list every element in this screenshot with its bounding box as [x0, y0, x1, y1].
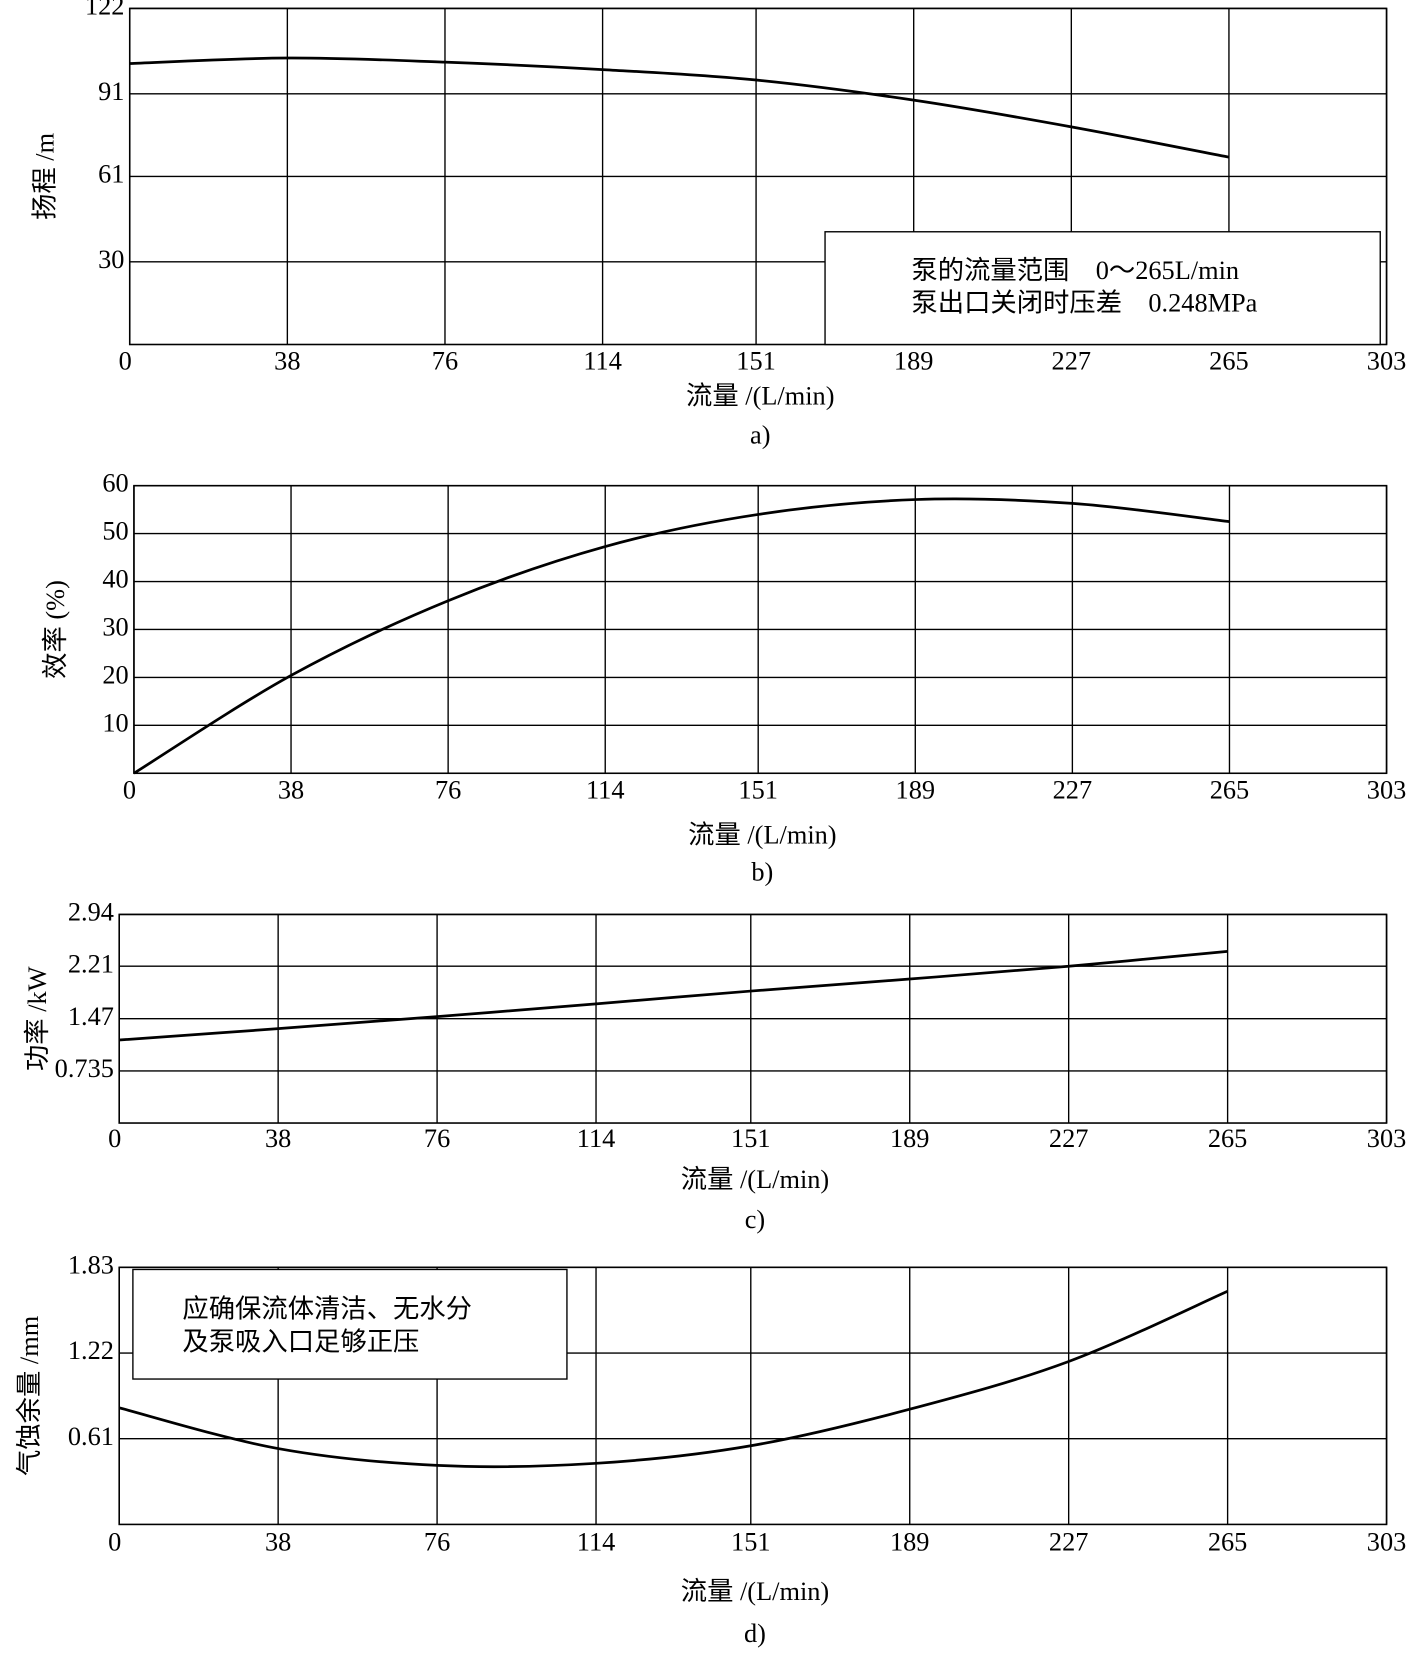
x-tick-label: 303 — [1367, 1527, 1406, 1556]
x-tick-label: 114 — [586, 775, 625, 804]
x-tick-label: 189 — [896, 775, 936, 804]
y-tick-label: 1.83 — [68, 1250, 114, 1279]
y-tick-label: 60 — [102, 469, 128, 498]
x-tick-label: 76 — [435, 775, 461, 804]
x-tick-label: 227 — [1049, 1527, 1088, 1556]
y-axis-label: 功率 /kW — [23, 966, 52, 1071]
x-tick-label: 227 — [1053, 775, 1093, 804]
x-tick-label: 114 — [577, 1124, 616, 1153]
caption: d) — [744, 1619, 766, 1648]
x-tick-label: 303 — [1367, 347, 1406, 376]
x-tick-label: 303 — [1367, 1124, 1406, 1153]
x-tick-label: 0 — [123, 775, 136, 804]
x-tick-label: 151 — [738, 775, 778, 804]
x-tick-label: 38 — [265, 1124, 291, 1153]
line-series — [133, 497, 1230, 775]
x-axis-label: 流量 /(L/min) — [688, 821, 836, 850]
y-tick-label: 122 — [85, 0, 125, 20]
x-tick-label: 227 — [1052, 347, 1092, 376]
y-tick-label: 2.21 — [68, 949, 114, 978]
annotation-text: 泵的流量范围 0～265L/min — [911, 256, 1239, 285]
x-tick-label: 114 — [577, 1527, 616, 1556]
x-tick-label: 303 — [1367, 775, 1406, 804]
y-tick-label: 1.47 — [68, 1002, 114, 1031]
line-series — [118, 1289, 1229, 1469]
annotation-box — [824, 231, 1381, 346]
x-tick-label: 38 — [278, 775, 304, 804]
y-tick-label: 30 — [102, 613, 128, 642]
caption: c) — [745, 1205, 765, 1234]
caption: b) — [751, 857, 773, 886]
y-tick-label: 0.61 — [68, 1422, 114, 1451]
caption: a) — [750, 420, 770, 449]
line-series — [129, 56, 1230, 159]
x-axis-label: 流量 /(L/min) — [681, 1577, 829, 1606]
annotation-box — [132, 1268, 568, 1380]
x-tick-label: 265 — [1208, 1527, 1248, 1556]
y-tick-label: 0.735 — [55, 1054, 114, 1083]
x-axis-label: 流量 /(L/min) — [686, 381, 834, 410]
x-tick-label: 151 — [736, 347, 776, 376]
annotation-text: 泵出口关闭时压差 0.248MPa — [911, 289, 1257, 318]
x-tick-label: 0 — [119, 347, 132, 376]
x-tick-label: 76 — [432, 347, 458, 376]
x-tick-label: 151 — [731, 1124, 771, 1153]
y-tick-label: 40 — [102, 565, 128, 594]
y-tick-label: 10 — [102, 708, 128, 737]
x-tick-label: 189 — [894, 347, 934, 376]
y-tick-label: 20 — [102, 660, 128, 689]
x-tick-label: 265 — [1208, 1124, 1248, 1153]
annotation-text: 及泵吸入口足够正压 — [182, 1327, 419, 1356]
line-series — [119, 949, 1228, 1042]
x-tick-label: 76 — [424, 1124, 450, 1153]
x-tick-label: 265 — [1209, 347, 1248, 376]
y-axis-label: 效率 (%) — [41, 580, 70, 679]
x-tick-label: 0 — [108, 1124, 121, 1153]
x-tick-label: 38 — [274, 347, 300, 376]
y-axis-label: 气蚀余量 /mm — [15, 1315, 44, 1476]
y-axis-label: 扬程 /m — [31, 132, 60, 220]
y-tick-label: 91 — [98, 77, 124, 106]
y-tick-label: 2.94 — [68, 897, 114, 926]
x-tick-label: 189 — [890, 1527, 930, 1556]
y-tick-label: 50 — [102, 517, 128, 546]
annotation-text: 应确保流体清洁、无水分 — [182, 1295, 472, 1324]
x-tick-label: 76 — [424, 1527, 450, 1556]
x-tick-label: 0 — [108, 1527, 121, 1556]
x-tick-label: 265 — [1210, 775, 1249, 804]
x-tick-label: 114 — [583, 347, 622, 376]
x-axis-label: 流量 /(L/min) — [681, 1165, 829, 1194]
x-tick-label: 151 — [731, 1527, 771, 1556]
y-tick-label: 61 — [98, 160, 124, 189]
y-tick-label: 30 — [98, 245, 124, 274]
x-tick-label: 227 — [1049, 1124, 1088, 1153]
y-tick-label: 1.22 — [68, 1336, 114, 1365]
x-tick-label: 38 — [265, 1527, 291, 1556]
x-tick-label: 189 — [890, 1124, 930, 1153]
